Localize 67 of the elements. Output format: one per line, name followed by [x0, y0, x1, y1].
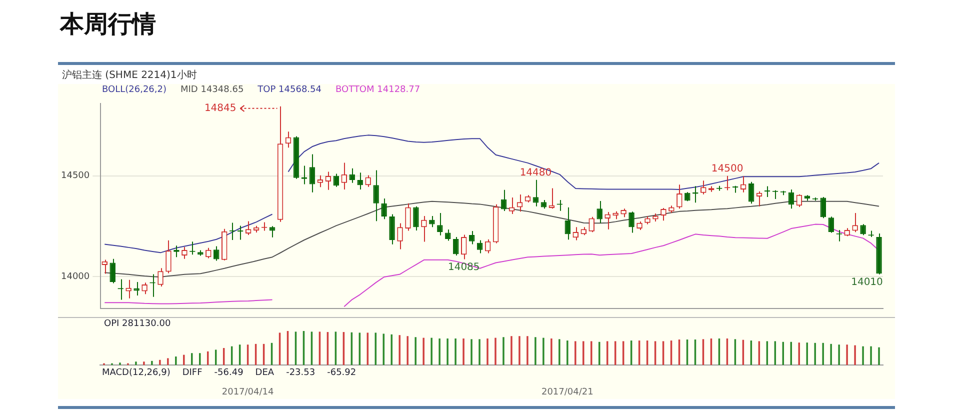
candlestick: [126, 279, 132, 299]
chart-subtitle: 沪铝主连 (SHME 2214)1小时: [58, 66, 895, 84]
candlestick: [102, 259, 108, 274]
candlestick: [828, 216, 834, 234]
candlestick: [285, 131, 292, 148]
candlestick: [453, 236, 459, 256]
candlestick: [110, 258, 116, 284]
candlestick: [852, 212, 858, 233]
candlestick: [214, 246, 220, 262]
chart-title: OPI 281130.00: [103, 318, 172, 329]
candlestick: [421, 216, 427, 242]
y-tick-label: 14000: [60, 272, 90, 282]
candlestick: [405, 202, 411, 232]
annotation: 14085: [448, 262, 480, 273]
text: BOTTOM 14128.77: [336, 85, 420, 95]
candlestick: [357, 172, 363, 190]
candlestick: [604, 212, 610, 230]
legend-title: BOLL(26,26,2): [102, 85, 167, 95]
text: -65.92: [327, 368, 356, 378]
text: DIFF: [182, 368, 202, 378]
text: TOP 14568.54: [258, 85, 322, 95]
candlestick: [788, 189, 794, 210]
candlestick: [508, 197, 515, 215]
candlestick: [166, 240, 172, 274]
text: DEA: [255, 368, 275, 378]
candlestick: [373, 170, 379, 222]
text: MID 14348.65: [180, 85, 244, 95]
text: MACD(12,26,9): [102, 368, 170, 378]
text: -23.53: [286, 368, 316, 378]
candlestick: [532, 179, 539, 207]
candlestick: [237, 225, 244, 240]
annotation: 14845: [204, 103, 236, 114]
candlestick: [676, 184, 682, 210]
candlestick: [389, 214, 395, 245]
candlestick: [381, 198, 387, 220]
candlestick: [158, 268, 164, 287]
text: -56.49: [214, 368, 244, 378]
candlestick: [461, 234, 467, 260]
candlestick: [429, 216, 435, 228]
candlestick: [476, 240, 483, 254]
candlestick: [397, 222, 403, 250]
candlestick: [700, 180, 706, 195]
candlestick: [764, 186, 770, 198]
annotation: 14500: [711, 163, 744, 174]
candlestick: [325, 171, 332, 190]
candlestick: [628, 211, 634, 234]
candlestick: [413, 206, 419, 232]
candlestick: [317, 174, 324, 188]
candlestick: [564, 206, 571, 240]
candlestick: [820, 196, 826, 219]
candlestick: [548, 188, 555, 210]
candlestick: [516, 194, 523, 212]
candlestick: [245, 220, 252, 236]
candlestick: [596, 200, 602, 224]
x-tick-label: 2017/04/14: [222, 388, 274, 398]
annotation: 14010: [851, 276, 883, 288]
annotation: 14480: [520, 167, 552, 178]
candlestick: [437, 212, 443, 236]
candlestick: [796, 194, 802, 208]
candlestick: [484, 238, 491, 254]
x-tick-label: 2017/04/21: [541, 388, 594, 398]
candlestick: [349, 168, 355, 184]
candlestick: [341, 162, 347, 190]
candlestick: [748, 181, 754, 204]
candlestick: [588, 216, 594, 233]
chart-title: 本周行情: [60, 9, 156, 40]
candlestick: [309, 154, 316, 193]
